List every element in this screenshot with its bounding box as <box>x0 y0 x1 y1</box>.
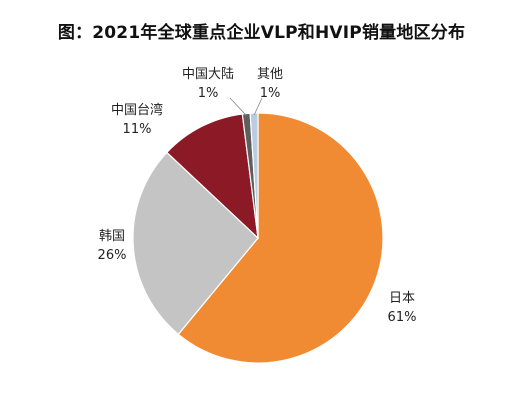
chart-title: 图：2021年全球重点企业VLP和HVIP销量地区分布 <box>57 23 466 43</box>
slice-value-taiwan: 11% <box>123 122 152 137</box>
slice-label-korea: 韩国 <box>99 229 125 244</box>
slice-label-japan: 日本 <box>389 291 415 306</box>
slice-label-mainland: 中国大陆 <box>182 66 234 82</box>
slice-value-korea: 26% <box>98 248 127 263</box>
slice-label-other: 其他 <box>257 67 283 82</box>
pie-slice-japan <box>177 112 384 364</box>
pie-slice-other <box>249 112 259 239</box>
leader-line-other <box>253 97 263 116</box>
slice-label-taiwan: 中国台湾 <box>111 102 163 118</box>
leader-line-mainland <box>229 97 247 116</box>
slice-value-japan: 61% <box>388 310 417 325</box>
pie-slice-taiwan <box>166 113 259 240</box>
pie-slice-korea <box>132 151 259 336</box>
slice-value-mainland: 1% <box>198 86 219 101</box>
slice-value-other: 1% <box>260 86 281 101</box>
